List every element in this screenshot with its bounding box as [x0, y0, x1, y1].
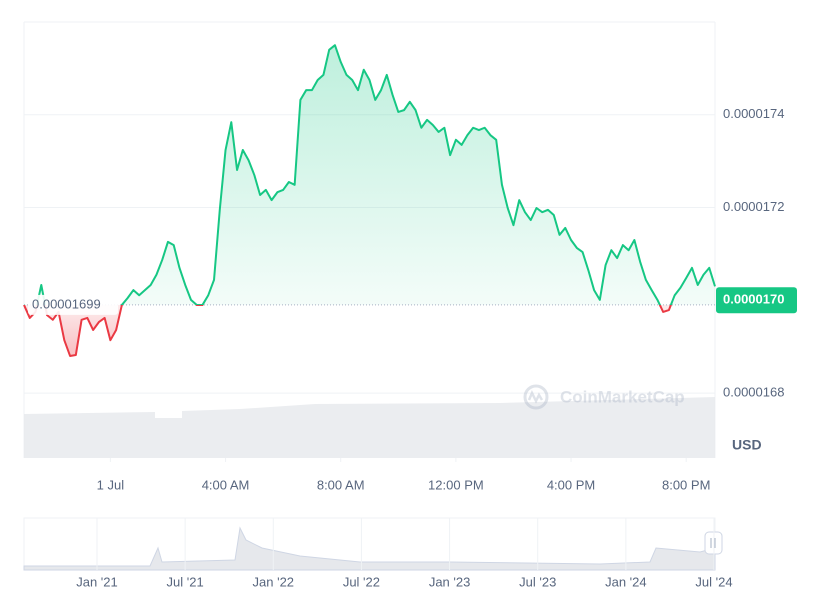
currency-label: USD: [732, 437, 762, 453]
y-tick-label: 0.0000172: [723, 199, 784, 214]
watermark-text: CoinMarketCap: [560, 387, 685, 406]
navigator-frame: [23, 517, 716, 571]
watermark: CoinMarketCap: [523, 384, 685, 410]
price-area: [24, 45, 715, 356]
y-tick-label: 0.0000168: [723, 385, 784, 400]
navigator-labels: Jan '21 Jul '21 Jan '22 Jul '22 Jan '23 Jul '…: [76, 518, 733, 589]
x-tick-label: 1 Jul: [97, 477, 125, 492]
volume-area: [24, 397, 715, 458]
navigator-label: Jan '22: [253, 574, 295, 589]
last-price-label: 0.0000170: [723, 292, 784, 307]
y-tick-label: 0.0000174: [723, 106, 784, 121]
navigator-label: Jan '24: [605, 574, 647, 589]
price-line: [23, 44, 716, 357]
navigator-label: Jul '24: [695, 574, 732, 589]
navigator-label: Jan '21: [76, 574, 118, 589]
x-tick-label: 4:00 PM: [547, 477, 595, 492]
navigator: Jan '21 Jul '21 Jan '22 Jul '22 Jan '23 Jul '…: [23, 517, 733, 589]
x-tick-label: 4:00 AM: [202, 477, 250, 492]
x-tick-label: 12:00 PM: [428, 477, 484, 492]
baseline-label-box: [28, 294, 118, 315]
navigator-label: Jul '22: [343, 574, 380, 589]
navigator-label: Jan '23: [429, 574, 471, 589]
navigator-label: Jul '21: [167, 574, 204, 589]
x-tick-label: 8:00 AM: [317, 477, 365, 492]
last-price-tag: [716, 287, 797, 314]
baseline-label: 0.00001699: [32, 296, 101, 311]
x-tick-label: 8:00 PM: [662, 477, 710, 492]
plot: 0.00001699: [23, 44, 716, 357]
navigator-label: Jul '23: [519, 574, 556, 589]
